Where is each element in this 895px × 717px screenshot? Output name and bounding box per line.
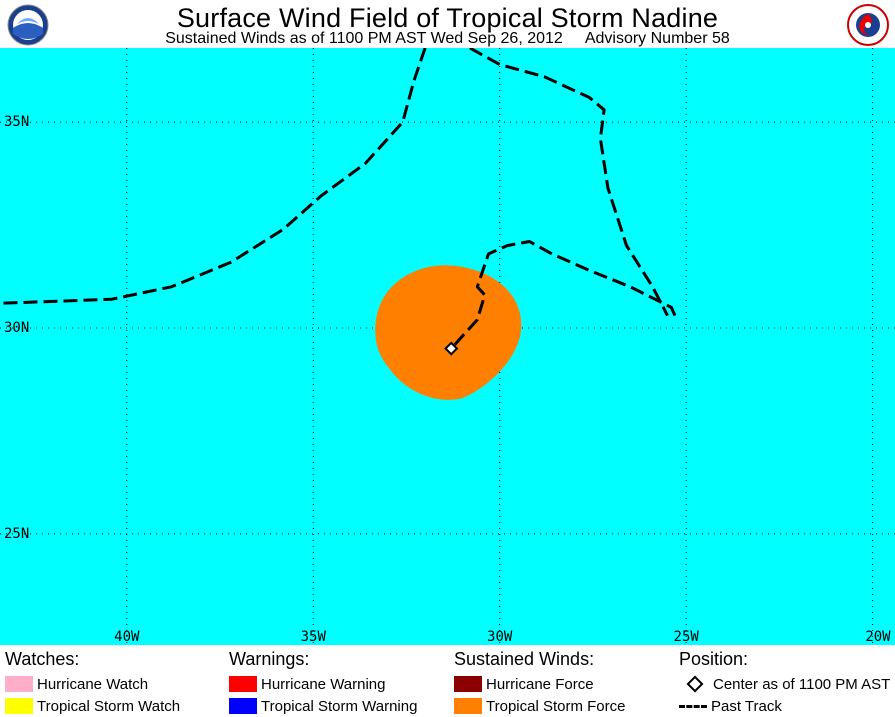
storm-map: 35N 30N 25N 40W 35W 30W 25W 20W (0, 48, 895, 645)
legend-item-tropical-storm-warning: Tropical Storm Warning (229, 695, 417, 717)
past-track-recent (450, 240, 677, 350)
header: Surface Wind Field of Tropical Storm Nad… (0, 0, 895, 48)
tropical-storm-watch-label: Tropical Storm Watch (37, 697, 181, 715)
position-heading: Position: (679, 649, 749, 669)
lat-label-30N: 30N (4, 320, 29, 336)
center-diamond-icon (686, 675, 704, 693)
legend: Watches: Hurricane Watch Tropical Storm … (0, 645, 895, 716)
hurricane-watch-label: Hurricane Watch (37, 675, 149, 693)
legend-item-tropical-storm-watch: Tropical Storm Watch (5, 695, 180, 717)
nws-logo (847, 4, 889, 46)
center-label: Center as of 1100 PM AST (713, 675, 891, 693)
hurricane-force-swatch (454, 676, 482, 692)
legend-item-hurricane-watch: Hurricane Watch (5, 673, 180, 695)
legend-item-hurricane-force: Hurricane Force (454, 673, 625, 695)
legend-item-tropical-storm-force: Tropical Storm Force (454, 695, 625, 717)
tropical-storm-watch-swatch (5, 698, 33, 714)
tropical-storm-force-label: Tropical Storm Force (486, 697, 626, 715)
past-track-lines (0, 48, 677, 350)
tropical-storm-force-wind-field (375, 265, 522, 400)
sustained-winds-heading: Sustained Winds: (454, 649, 595, 669)
legend-position: Position: Center as of 1100 PM AST Past … (679, 649, 890, 717)
lon-label-30W: 30W (487, 629, 513, 645)
hurricane-warning-label: Hurricane Warning (261, 675, 386, 693)
legend-warnings: Warnings: Hurricane Warning Tropical Sto… (229, 649, 417, 717)
warnings-heading: Warnings: (229, 649, 310, 669)
longitude-labels: 40W 35W 30W 25W 20W (114, 629, 891, 645)
lat-label-35N: 35N (4, 114, 29, 130)
lon-label-20W: 20W (865, 629, 891, 645)
latitude-labels: 35N 30N 25N (4, 114, 29, 542)
legend-item-center: Center as of 1100 PM AST (679, 673, 890, 695)
legend-sustained-winds: Sustained Winds: Hurricane Force Tropica… (454, 649, 625, 717)
noaa-logo (7, 4, 49, 46)
past-track-west (0, 48, 427, 305)
past-track-label: Past Track (711, 697, 782, 715)
past-track-north (469, 48, 669, 317)
legend-item-hurricane-warning: Hurricane Warning (229, 673, 417, 695)
map-title: Surface Wind Field of Tropical Storm Nad… (176, 3, 719, 33)
tropical-storm-warning-swatch (229, 698, 257, 714)
lon-label-25W: 25W (674, 629, 700, 645)
hurricane-force-label: Hurricane Force (486, 675, 594, 693)
advisory-number: Advisory Number 58 (584, 30, 730, 47)
storm-center-marker (444, 341, 459, 356)
hurricane-watch-swatch (5, 676, 33, 692)
tropical-storm-force-swatch (454, 698, 482, 714)
watches-heading: Watches: (5, 649, 80, 669)
sustained-winds-time: Sustained Winds as of 1100 PM AST Wed Se… (165, 30, 563, 47)
lon-label-35W: 35W (301, 629, 327, 645)
legend-item-past-track: Past Track (679, 695, 890, 717)
tropical-storm-warning-label: Tropical Storm Warning (261, 697, 418, 715)
storm-center-diamond (444, 341, 459, 356)
dashed-line-icon (679, 704, 707, 708)
legend-watches: Watches: Hurricane Watch Tropical Storm … (5, 649, 180, 717)
lat-label-25N: 25N (4, 526, 29, 542)
hurricane-warning-swatch (229, 676, 257, 692)
lon-label-40W: 40W (114, 629, 140, 645)
map-subtitle: Sustained Winds as of 1100 PM AST Wed Se… (0, 30, 895, 47)
